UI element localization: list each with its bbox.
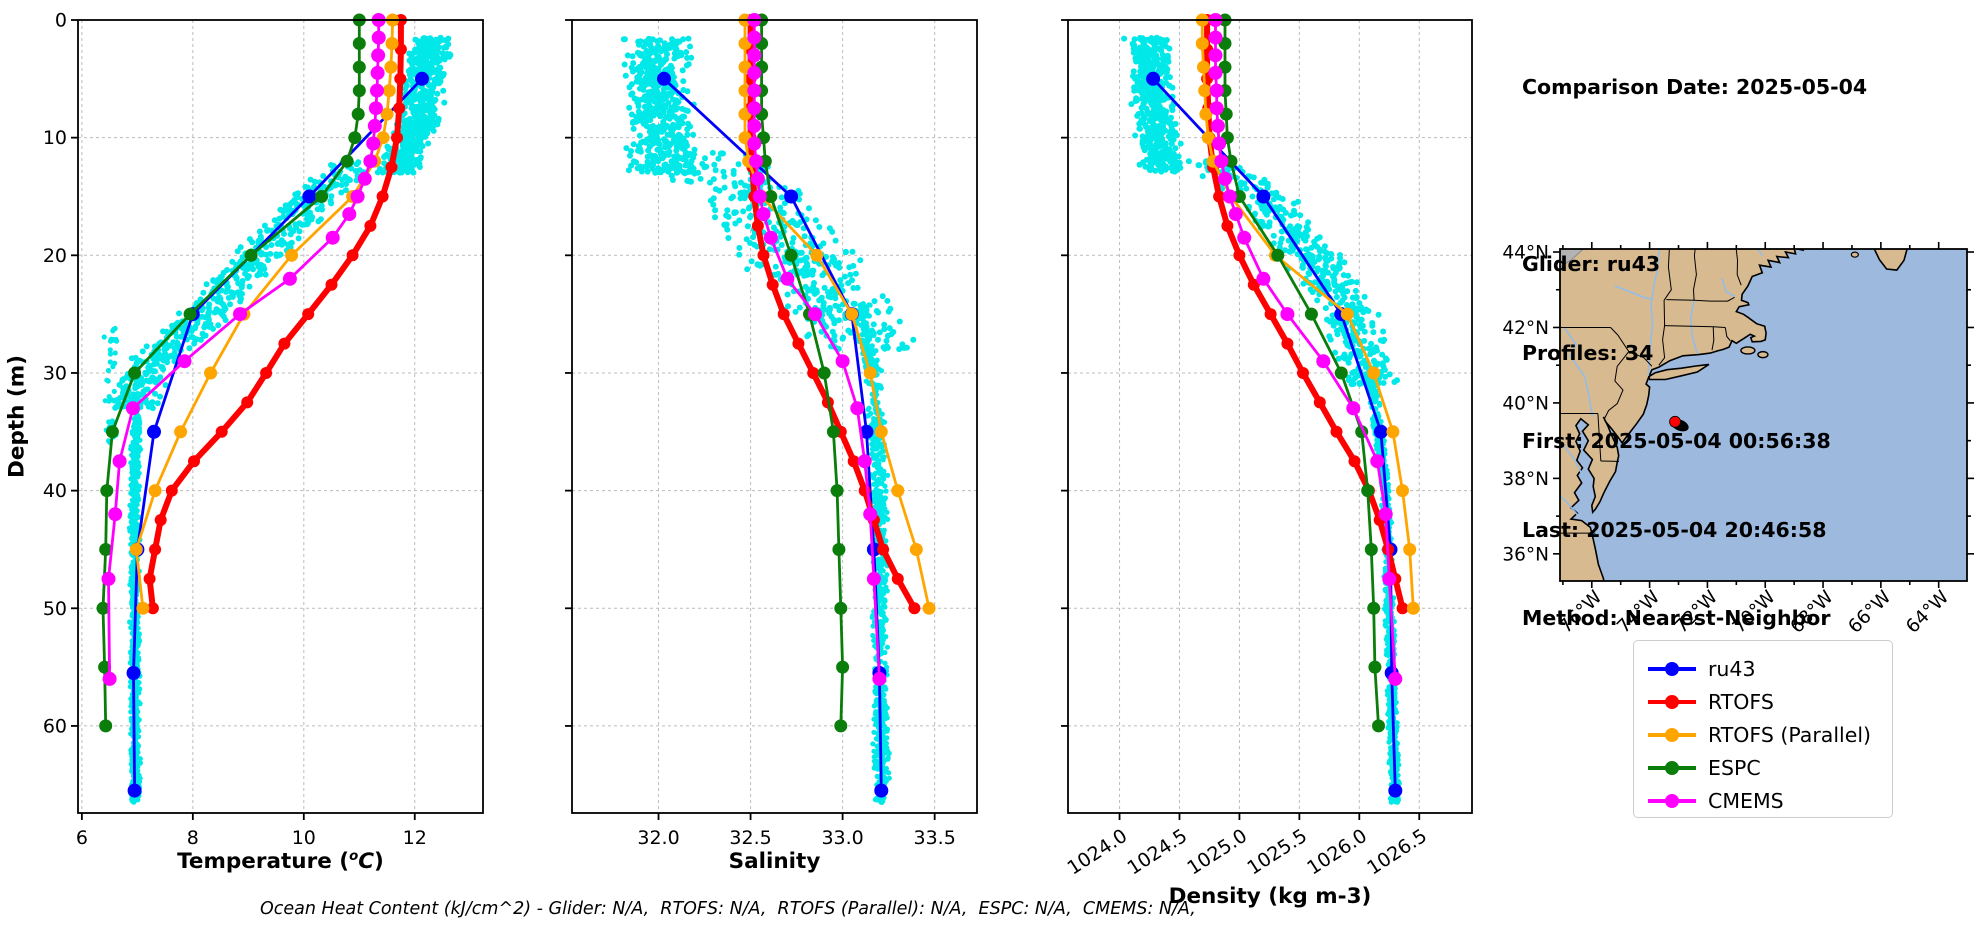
svg-text:40: 40 [43, 480, 67, 502]
legend-item-rtofs-parallel: RTOFS (Parallel) [1648, 718, 1892, 751]
rtofs-line-marker-icon [1648, 695, 1696, 709]
svg-text:8: 8 [187, 827, 199, 849]
legend-label: CMEMS [1708, 789, 1784, 813]
svg-text:6: 6 [76, 827, 88, 849]
temperature-axis-label: Temperature (oC) [78, 849, 483, 874]
depth-axis-label: Depth (m) [5, 247, 30, 587]
temperature-axis-label-unit: C [358, 849, 374, 874]
legend-label: ru43 [1708, 657, 1756, 681]
svg-text:12: 12 [403, 827, 427, 849]
svg-text:33.0: 33.0 [821, 827, 863, 849]
profiles-count-text: Profiles: 34 [1522, 339, 1867, 369]
svg-text:32.0: 32.0 [637, 827, 679, 849]
espc-line-marker-icon [1648, 761, 1696, 775]
salinity-plot: 32.0 32.5 33.0 33.5 [565, 13, 977, 849]
method-text: Method: Nearest-Neighbor [1522, 604, 1867, 634]
svg-text:33.5: 33.5 [914, 827, 956, 849]
comparison-date-text: Comparison Date: 2025-05-04 [1522, 73, 1867, 103]
legend-label: RTOFS (Parallel) [1708, 723, 1871, 747]
svg-text:10: 10 [292, 827, 316, 849]
svg-text:20: 20 [43, 245, 67, 267]
cmems-line-marker-icon [1648, 794, 1696, 808]
temperature-axis-label-sup: o [349, 849, 358, 864]
legend-item-espc: ESPC [1648, 751, 1892, 784]
svg-text:10: 10 [43, 127, 67, 149]
legend-item-ru43: ru43 [1648, 652, 1892, 685]
info-spacer [1522, 162, 1867, 192]
svg-text:32.5: 32.5 [729, 827, 771, 849]
salinity-axis-label: Salinity [572, 849, 977, 874]
ru43-line-marker-icon [1648, 662, 1696, 676]
temperature-axis-label-pre: Temperature ( [177, 849, 349, 874]
svg-text:0: 0 [55, 10, 67, 32]
svg-text:50: 50 [43, 598, 67, 620]
svg-text:30: 30 [43, 362, 67, 384]
rtofs-parallel-line-marker-icon [1648, 728, 1696, 742]
legend-label: ESPC [1708, 756, 1761, 780]
first-profile-time-text: First: 2025-05-04 00:56:38 [1522, 427, 1867, 457]
legend-label: RTOFS [1708, 690, 1774, 714]
svg-text:60: 60 [43, 715, 67, 737]
glider-name-text: Glider: ru43 [1522, 250, 1867, 280]
legend-item-rtofs: RTOFS [1648, 685, 1892, 718]
axis-tick-labels: 32.0 32.5 33.0 33.5 [637, 827, 955, 849]
temperature-plot: 6 8 10 12 0 10 20 30 40 50 60 [43, 10, 483, 850]
info-panel: Comparison Date: 2025-05-04 Glider: ru43… [1522, 14, 1867, 663]
legend: ru43 RTOFS RTOFS (Parallel) ESPC CMEMS [1633, 640, 1893, 818]
ocean-heat-content-note: Ocean Heat Content (kJ/cm^2) - Glider: N… [260, 899, 1160, 919]
last-profile-time-text: Last: 2025-05-04 20:46:58 [1522, 516, 1867, 546]
legend-item-cmems: CMEMS [1648, 784, 1892, 817]
temperature-axis-label-post: ) [374, 849, 384, 874]
